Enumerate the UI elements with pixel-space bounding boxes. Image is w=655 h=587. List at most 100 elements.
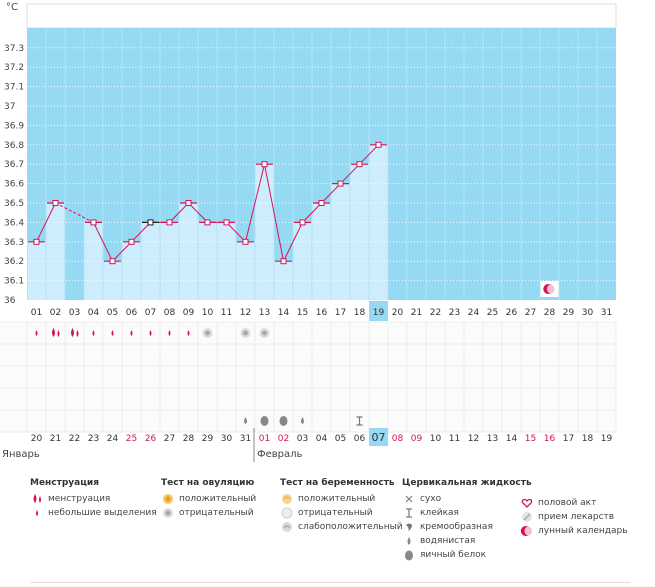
legend-pregnancy-title: Тест на беременность <box>280 478 395 488</box>
legend-item: яичный белок <box>402 548 532 562</box>
legend-item: сухо <box>402 492 532 506</box>
temperature-point <box>223 219 230 226</box>
symbol-grid-background <box>0 322 616 432</box>
temperature-point <box>90 219 97 226</box>
heavy-drops-icon <box>52 328 60 337</box>
calendar-date-label: 19 <box>601 434 613 444</box>
legend-item: слабоположительный <box>280 520 403 534</box>
pregnancy-positive-icon <box>280 493 294 505</box>
calendar-date-label: 09 <box>411 434 423 444</box>
temperature-point <box>318 200 325 206</box>
ovulation-negative-icon-core <box>243 330 248 336</box>
calendar-date-label: 25 <box>126 434 137 444</box>
eggwhite-icon <box>402 549 416 561</box>
legend-item: небольшие выделения <box>30 506 157 520</box>
watery-icon <box>244 417 247 424</box>
symbol-grid <box>0 321 617 433</box>
temperature-line-segment <box>264 164 284 262</box>
legend-item: клейкая <box>402 506 532 520</box>
current-day-highlight <box>369 301 388 321</box>
calendar-date-label: 04 <box>316 434 328 444</box>
temperature-point <box>356 161 363 168</box>
calendar-date-label: 05 <box>335 434 346 444</box>
calendar-date-label: 23 <box>88 434 99 444</box>
small-drop-icon <box>187 330 190 336</box>
legend-ovulation: Тест на овуляцию положительный отрицател… <box>161 478 256 520</box>
legend-menstruation: Менструация менструация небольшие выделе… <box>30 478 157 520</box>
calendar-date-label: 27 <box>164 434 175 444</box>
legend-label: прием лекарств <box>538 512 615 522</box>
cycle-day-label: 20 <box>392 308 404 318</box>
temperature-bar <box>350 164 369 300</box>
cycle-day-label: 31 <box>601 308 612 318</box>
y-tick-label: 36.6 <box>4 180 24 190</box>
legend-item: лунный календарь <box>520 524 628 538</box>
calendar-date-label: 28 <box>183 434 195 444</box>
today-date-highlight <box>369 428 388 446</box>
cycle-day-label: 11 <box>221 308 232 318</box>
cycle-day-label: 17 <box>335 308 346 318</box>
sticky-icon <box>402 507 416 519</box>
temperature-point <box>166 219 173 226</box>
y-tick-label: 36.2 <box>4 257 24 267</box>
pregnancy-negative-icon <box>280 507 294 519</box>
cycle-day-label: 01 <box>31 308 42 318</box>
y-tick-label: 37.3 <box>4 44 24 54</box>
temperature-point <box>185 200 192 206</box>
calendar-date-label: 11 <box>449 434 460 444</box>
calendar-date-label: 03 <box>297 434 308 444</box>
temperature-line-segment <box>359 144 379 165</box>
calendar-date-label: 26 <box>145 434 157 444</box>
heart-icon <box>520 497 534 509</box>
heavy-drops-icon <box>30 493 44 505</box>
y-tick-label: 37 <box>4 102 15 112</box>
cycle-day-label: 29 <box>563 308 575 318</box>
cycle-day-label: 19 <box>373 308 385 318</box>
legend-cervical: Цервикальная жидкость сухо клейкая кремо… <box>402 478 532 562</box>
temperature-line-segment <box>302 202 322 223</box>
temperature-line-segment <box>226 222 246 243</box>
calendar-date-label: 15 <box>525 434 536 444</box>
legend-item: водянистая <box>402 534 532 548</box>
temperature-line-segment <box>169 202 189 223</box>
temperature-line-segment <box>131 222 151 243</box>
small-drop-icon <box>149 330 152 336</box>
y-tick-label: 36.1 <box>4 277 24 287</box>
ovulation-negative-icon-core <box>262 330 267 336</box>
cycle-day-label: 18 <box>354 308 366 318</box>
cycle-day-label: 30 <box>582 308 594 318</box>
pill-icon <box>520 511 534 523</box>
legend-item: менструация <box>30 492 157 506</box>
small-drop-icon <box>168 330 171 336</box>
temperature-point <box>337 180 344 187</box>
calendar-date-label: 02 <box>278 434 289 444</box>
calendar-date-label: 06 <box>354 434 366 444</box>
dry-icon <box>402 493 416 505</box>
temperature-bar <box>103 261 122 300</box>
temperature-line-segment <box>93 222 113 262</box>
plot-area <box>26 3 617 300</box>
cycle-day-label: 23 <box>449 308 460 318</box>
temperature-point <box>299 219 306 226</box>
ovulation-positive-icon <box>161 493 175 505</box>
temperature-bar <box>255 164 274 300</box>
legend-item: положительный <box>280 492 403 506</box>
legend-label: сухо <box>420 494 442 504</box>
cycle-day-label: 05 <box>107 308 118 318</box>
temperature-bar <box>160 222 179 300</box>
legend-other: половой акт прием лекарств лунный календ… <box>520 496 628 538</box>
unit-label: °C <box>6 2 18 13</box>
legend-item: положительный <box>161 492 256 506</box>
legend-label: небольшие выделения <box>48 508 157 518</box>
legend-label: клейкая <box>420 508 459 518</box>
cycle-day-label: 24 <box>468 308 480 318</box>
moon-icon <box>543 284 551 294</box>
y-tick-label: 36.7 <box>4 160 24 170</box>
legend-item: прием лекарств <box>520 510 628 524</box>
small-drop-icon <box>35 330 38 336</box>
y-tick-label: 36 <box>4 296 16 306</box>
creamy-icon <box>402 521 416 533</box>
legend-cervical-title: Цервикальная жидкость <box>402 478 532 488</box>
temperature-line-segment <box>321 183 341 204</box>
cycle-day-label: 08 <box>164 308 176 318</box>
